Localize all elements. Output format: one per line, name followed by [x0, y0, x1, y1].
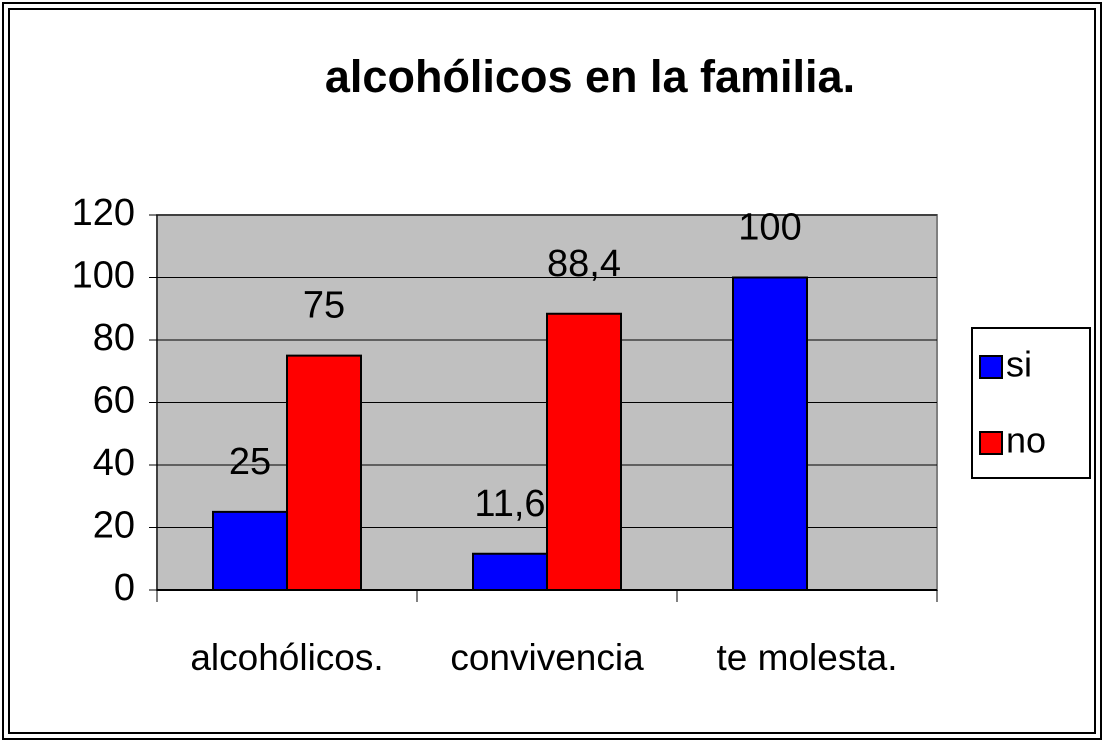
y-tick-label: 0	[114, 567, 135, 609]
frame-inner	[8, 8, 1096, 734]
y-tick-label: 120	[72, 192, 135, 234]
legend-swatch	[979, 355, 1003, 379]
legend-label: no	[1006, 420, 1046, 461]
legend-label: si	[1006, 344, 1032, 385]
value-label: 88,4	[547, 243, 621, 285]
legend-box	[971, 327, 1091, 479]
bar	[546, 312, 622, 591]
chart-title: alcohólicos en la familia.	[325, 51, 855, 102]
legend-swatch	[979, 431, 1003, 455]
value-label: 25	[229, 441, 271, 483]
bar	[286, 354, 362, 591]
y-tick-label: 80	[93, 317, 135, 359]
value-label: 100	[738, 207, 801, 249]
bar	[732, 276, 808, 591]
value-label: 11,6	[474, 483, 545, 525]
x-tick-label: convivencia	[450, 637, 644, 678]
x-tick-label: te molesta.	[717, 637, 898, 678]
bar	[212, 510, 288, 591]
y-tick-label: 20	[93, 505, 135, 547]
x-tick-label: alcohólicos.	[190, 637, 383, 678]
y-tick-label: 40	[93, 442, 135, 484]
value-label: 75	[303, 285, 345, 327]
y-tick-label: 60	[93, 380, 135, 422]
bar	[472, 552, 548, 591]
y-tick-label: 100	[72, 255, 135, 297]
